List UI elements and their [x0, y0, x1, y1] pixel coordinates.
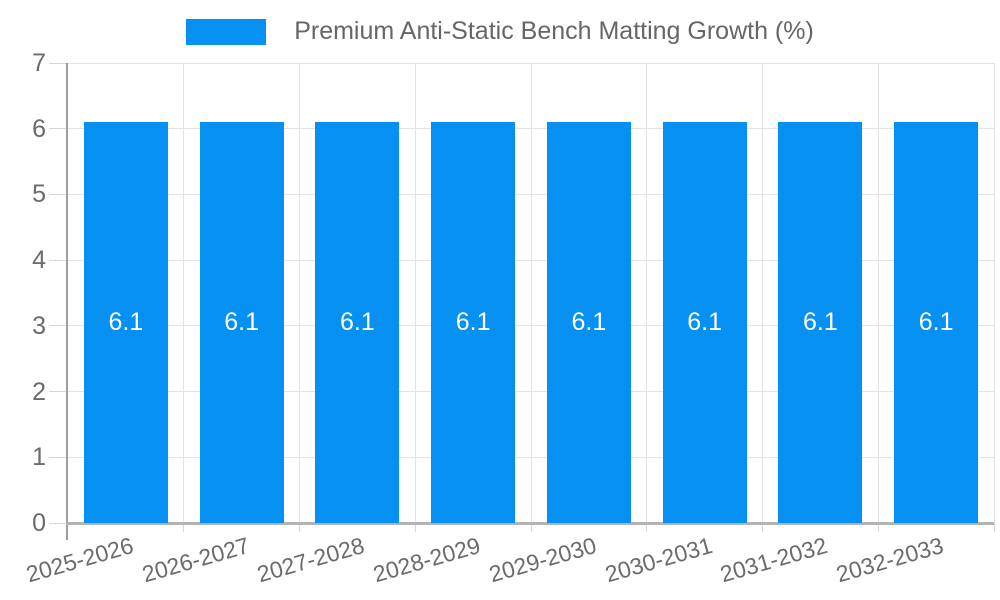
bar-value-label: 6.1: [108, 308, 144, 337]
y-tick-label: 5: [32, 180, 46, 209]
bar[interactable]: 6.1: [315, 122, 400, 523]
bar[interactable]: 6.1: [546, 122, 631, 523]
chart-title: Premium Anti-Static Bench Matting Growth…: [294, 17, 814, 45]
y-tick-label: 3: [32, 311, 46, 340]
y-tick-label: 7: [32, 49, 46, 77]
bar-value-label: 6.1: [224, 308, 259, 337]
y-tick-label: 1: [32, 443, 46, 472]
bar-value-label: 6.1: [455, 308, 491, 337]
plot-area: 0 1 2 3 4 5 6 7 6.1 6.1 6.1 6.1 6.1 6.1 6.1 6.1 2025-202…: [23, 49, 995, 587]
y-axis-line: [66, 63, 68, 540]
gridline-vertical: [183, 63, 185, 523]
gridline-vertical: [993, 63, 995, 523]
gridline-vertical: [762, 63, 763, 523]
bar-value-label: 6.1: [571, 308, 607, 337]
x-axis-line: [66, 522, 994, 525]
gridline-vertical: [877, 63, 879, 523]
bar[interactable]: 6.1: [894, 122, 979, 523]
bar[interactable]: 6.1: [662, 122, 747, 523]
bar[interactable]: 6.1: [778, 122, 863, 523]
bar-value-label: 6.1: [339, 308, 375, 337]
bar-value-label: 6.1: [802, 308, 838, 337]
y-tick-label: 2: [32, 377, 46, 406]
bar[interactable]: 6.1: [83, 122, 168, 523]
bar-value-label: 6.1: [918, 308, 954, 337]
bar-value-label: 6.1: [687, 308, 722, 337]
chart-legend: Premium Anti-Static Bench Matting Growth…: [0, 17, 1000, 46]
y-tick-label: 4: [32, 246, 46, 275]
y-tick-label: 6: [32, 114, 46, 143]
gridline-vertical: [414, 63, 416, 523]
gridline-vertical: [299, 63, 300, 523]
gridline-horizontal: [68, 62, 994, 64]
bar[interactable]: 6.1: [199, 122, 284, 523]
gridline-vertical: [646, 63, 648, 523]
legend-swatch: [186, 18, 267, 45]
gridline-vertical: [530, 63, 532, 523]
legend-item[interactable]: Premium Anti-Static Bench Matting Growth…: [186, 17, 814, 46]
y-tick-label: 0: [32, 509, 46, 537]
bar[interactable]: 6.1: [431, 122, 516, 523]
